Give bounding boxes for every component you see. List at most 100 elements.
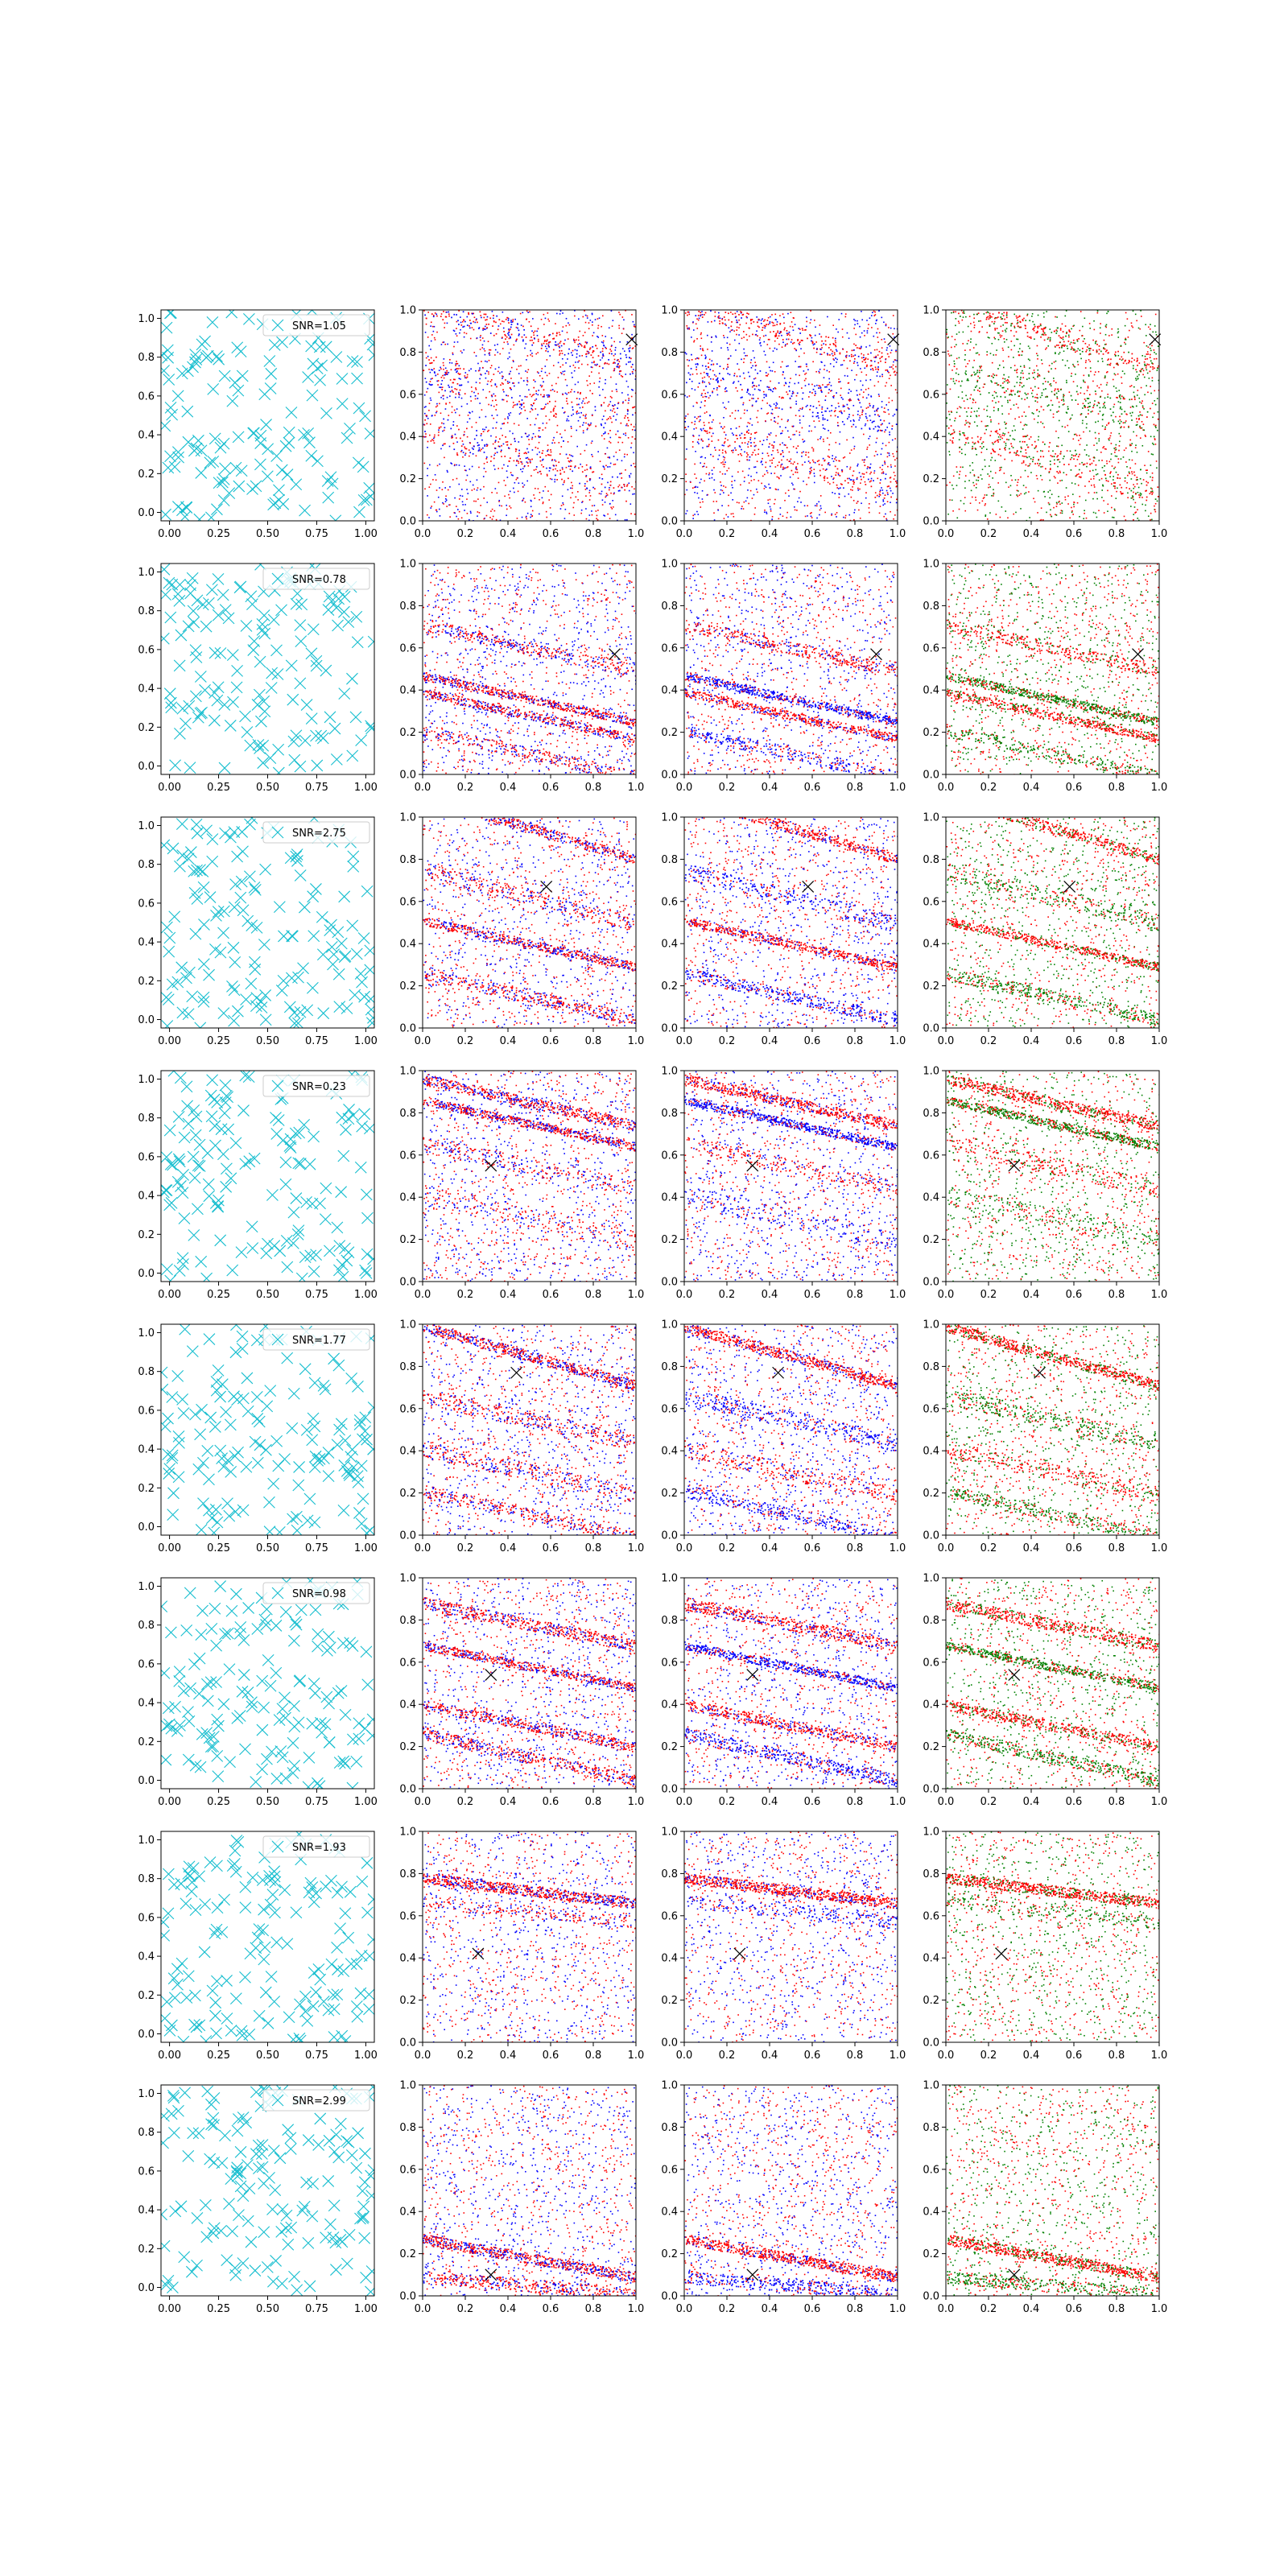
data-point — [714, 312, 716, 313]
data-point — [633, 369, 634, 370]
data-point — [485, 354, 486, 356]
data-point — [528, 390, 530, 391]
data-point — [698, 315, 700, 316]
data-point — [577, 392, 579, 394]
data-point — [576, 350, 578, 352]
data-point — [1065, 365, 1067, 366]
data-point — [513, 382, 514, 384]
data-point — [594, 505, 596, 506]
data-point — [804, 461, 806, 463]
data-point — [430, 484, 431, 485]
data-point — [500, 384, 502, 386]
data-point — [746, 355, 748, 357]
data-point — [436, 316, 438, 317]
data-point — [1150, 324, 1151, 325]
data-point — [752, 365, 753, 367]
data-point — [754, 514, 756, 515]
data-point — [862, 397, 864, 398]
data-point — [611, 397, 613, 398]
data-point — [841, 413, 843, 415]
data-point — [608, 418, 609, 419]
data-point — [1148, 515, 1150, 517]
data-point — [1117, 456, 1118, 457]
data-point — [788, 489, 790, 491]
data-point — [552, 333, 554, 335]
data-point — [870, 353, 872, 354]
data-point — [854, 358, 856, 360]
data-point — [438, 429, 440, 431]
data-point — [793, 426, 795, 427]
data-point — [1107, 364, 1108, 365]
data-point — [613, 506, 614, 508]
data-point — [1004, 441, 1005, 443]
data-point — [489, 349, 490, 351]
data-point — [443, 365, 444, 366]
data-point — [748, 446, 749, 448]
data-point — [837, 425, 839, 427]
data-point — [708, 321, 709, 323]
data-point — [526, 336, 527, 338]
data-point — [444, 327, 445, 328]
data-point — [608, 456, 609, 458]
data-point — [883, 473, 885, 474]
data-point — [480, 349, 481, 350]
data-point — [824, 460, 825, 462]
data-point — [785, 444, 786, 446]
data-point — [1154, 506, 1155, 507]
data-point — [753, 494, 755, 496]
data-point — [568, 353, 569, 355]
data-point — [587, 481, 588, 482]
data-point — [836, 487, 838, 489]
data-point — [516, 327, 518, 328]
data-point — [765, 420, 766, 422]
data-point-x-marker — [218, 495, 229, 506]
data-point — [876, 332, 877, 334]
data-point — [991, 457, 993, 459]
data-point — [793, 329, 795, 331]
data-point — [776, 349, 778, 350]
data-point-x-marker — [367, 339, 378, 350]
data-point — [721, 505, 723, 506]
data-point — [553, 407, 555, 409]
data-point — [526, 457, 527, 459]
data-point — [769, 386, 770, 388]
data-point — [824, 365, 826, 366]
data-point — [791, 517, 792, 518]
data-point — [482, 329, 484, 331]
data-point — [528, 435, 530, 436]
data-point — [865, 346, 867, 348]
data-point — [442, 489, 444, 490]
data-point — [799, 415, 801, 417]
data-point — [828, 371, 830, 373]
data-point — [469, 370, 470, 372]
data-point — [553, 465, 555, 467]
data-point — [1062, 324, 1063, 325]
data-point — [751, 359, 753, 361]
data-point — [879, 351, 881, 353]
data-point — [503, 444, 505, 445]
data-point — [607, 514, 609, 515]
data-point — [477, 393, 479, 394]
data-point — [628, 419, 630, 421]
data-point — [881, 317, 882, 319]
data-point-x-marker — [230, 462, 242, 473]
data-point — [887, 353, 889, 355]
data-point — [564, 430, 566, 431]
data-point — [503, 331, 505, 332]
data-point — [879, 513, 881, 514]
data-point — [998, 423, 1000, 425]
data-point — [553, 411, 555, 412]
data-point — [1022, 377, 1024, 378]
data-point — [458, 397, 460, 398]
data-point — [852, 486, 853, 488]
data-point — [539, 456, 541, 458]
data-point — [617, 402, 619, 403]
data-point — [734, 441, 736, 443]
data-point — [794, 342, 795, 344]
data-point — [853, 328, 855, 329]
data-point — [556, 313, 558, 315]
data-point — [960, 467, 962, 469]
data-point — [770, 432, 772, 434]
data-point — [821, 464, 823, 466]
data-point — [1133, 365, 1134, 367]
